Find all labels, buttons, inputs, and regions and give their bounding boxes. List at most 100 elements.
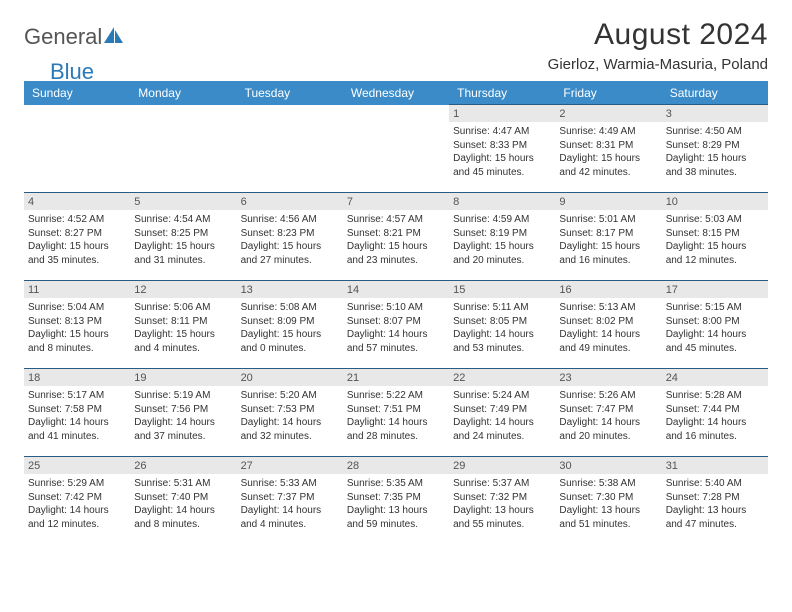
sunset-text: Sunset: 8:05 PM — [453, 315, 551, 329]
sunset-text: Sunset: 7:30 PM — [559, 491, 657, 505]
calendar-cell: 24Sunrise: 5:28 AMSunset: 7:44 PMDayligh… — [662, 369, 768, 457]
calendar-cell: 25Sunrise: 5:29 AMSunset: 7:42 PMDayligh… — [24, 457, 130, 545]
day-number: 7 — [343, 193, 449, 210]
sunrise-text: Sunrise: 4:52 AM — [28, 213, 126, 227]
day-number: 31 — [662, 457, 768, 474]
page-title: August 2024 — [548, 18, 768, 52]
day-number: 23 — [555, 369, 661, 386]
day2-text: and 32 minutes. — [241, 430, 339, 444]
day-number: 18 — [24, 369, 130, 386]
logo-text-blue: Blue — [50, 59, 94, 84]
calendar-cell: 15Sunrise: 5:11 AMSunset: 8:05 PMDayligh… — [449, 281, 555, 369]
day-number: 20 — [237, 369, 343, 386]
day-number: 22 — [449, 369, 555, 386]
sunset-text: Sunset: 7:37 PM — [241, 491, 339, 505]
logo-text-general: General — [24, 24, 102, 50]
calendar-cell: 18 Sunrise: 5:17 AMSunset: 7:58 PMDayligh… — [24, 369, 130, 457]
sunrise-text: Sunrise: 4:49 AM — [559, 125, 657, 139]
day-number: 11 — [24, 281, 130, 298]
day-of-week-header: Wednesday — [343, 81, 449, 105]
sunset-text: Sunset: 8:29 PM — [666, 139, 764, 153]
sunset-text: Sunset: 8:09 PM — [241, 315, 339, 329]
sunrise-text: Sunrise: 5:17 AM — [28, 389, 126, 403]
day-number: 24 — [662, 369, 768, 386]
day2-text: and 45 minutes. — [666, 342, 764, 356]
sunset-text: Sunset: 8:33 PM — [453, 139, 551, 153]
sunrise-text: Sunrise: 5:20 AM — [241, 389, 339, 403]
day2-text: and 53 minutes. — [453, 342, 551, 356]
day2-text: and 8 minutes. — [28, 342, 126, 356]
day-number: 26 — [130, 457, 236, 474]
calendar-cell: 9Sunrise: 5:01 AMSunset: 8:17 PMDaylight… — [555, 193, 661, 281]
day-number: 12 — [130, 281, 236, 298]
sunset-text: Sunset: 7:44 PM — [666, 403, 764, 417]
day1-text: Daylight: 15 hours — [28, 328, 126, 342]
calendar-cell: 19Sunrise: 5:19 AMSunset: 7:56 PMDayligh… — [130, 369, 236, 457]
sunset-text: Sunset: 7:40 PM — [134, 491, 232, 505]
day2-text: and 27 minutes. — [241, 254, 339, 268]
calendar-cell: 11 Sunrise: 5:04 AMSunset: 8:13 PMDayligh… — [24, 281, 130, 369]
day1-text: Daylight: 15 hours — [666, 240, 764, 254]
day1-text: Daylight: 14 hours — [28, 416, 126, 430]
day2-text: and 4 minutes. — [134, 342, 232, 356]
day1-text: Daylight: 15 hours — [453, 240, 551, 254]
day2-text: and 24 minutes. — [453, 430, 551, 444]
sunrise-text: Sunrise: 5:04 AM — [28, 301, 126, 315]
day-number: 30 — [555, 457, 661, 474]
calendar-week: 1Sunrise: 4:47 AMSunset: 8:33 PMDaylight… — [24, 105, 768, 193]
calendar-cell: 28Sunrise: 5:35 AMSunset: 7:35 PMDayligh… — [343, 457, 449, 545]
day2-text: and 55 minutes. — [453, 518, 551, 532]
day-number: 4 — [24, 193, 130, 210]
day2-text: and 8 minutes. — [134, 518, 232, 532]
day-of-week-header: Monday — [130, 81, 236, 105]
sunrise-text: Sunrise: 5:03 AM — [666, 213, 764, 227]
day2-text: and 16 minutes. — [666, 430, 764, 444]
day-number: 10 — [662, 193, 768, 210]
sunset-text: Sunset: 8:15 PM — [666, 227, 764, 241]
sunrise-text: Sunrise: 5:06 AM — [134, 301, 232, 315]
day2-text: and 28 minutes. — [347, 430, 445, 444]
calendar-cell: 8Sunrise: 4:59 AMSunset: 8:19 PMDaylight… — [449, 193, 555, 281]
calendar-cell: 27Sunrise: 5:33 AMSunset: 7:37 PMDayligh… — [237, 457, 343, 545]
sunrise-text: Sunrise: 5:24 AM — [453, 389, 551, 403]
sunrise-text: Sunrise: 4:50 AM — [666, 125, 764, 139]
sunrise-text: Sunrise: 5:31 AM — [134, 477, 232, 491]
day2-text: and 51 minutes. — [559, 518, 657, 532]
header: General August 2024 Gierloz, Warmia-Masu… — [24, 18, 768, 73]
calendar-cell: 12Sunrise: 5:06 AMSunset: 8:11 PMDayligh… — [130, 281, 236, 369]
day1-text: Daylight: 15 hours — [241, 240, 339, 254]
calendar-week: 4Sunrise: 4:52 AMSunset: 8:27 PMDaylight… — [24, 193, 768, 281]
sunset-text: Sunset: 8:13 PM — [28, 315, 126, 329]
calendar-cell — [130, 105, 236, 193]
day-number: 17 — [662, 281, 768, 298]
day-number: 16 — [555, 281, 661, 298]
sunrise-text: Sunrise: 5:37 AM — [453, 477, 551, 491]
day1-text: Daylight: 13 hours — [453, 504, 551, 518]
sunset-text: Sunset: 7:49 PM — [453, 403, 551, 417]
calendar-cell: 30Sunrise: 5:38 AMSunset: 7:30 PMDayligh… — [555, 457, 661, 545]
sunrise-text: Sunrise: 4:54 AM — [134, 213, 232, 227]
sunset-text: Sunset: 8:31 PM — [559, 139, 657, 153]
sunset-text: Sunset: 8:02 PM — [559, 315, 657, 329]
day1-text: Daylight: 15 hours — [453, 152, 551, 166]
day-number: 21 — [343, 369, 449, 386]
sunset-text: Sunset: 7:42 PM — [28, 491, 126, 505]
calendar-cell: 3Sunrise: 4:50 AMSunset: 8:29 PMDaylight… — [662, 105, 768, 193]
day1-text: Daylight: 14 hours — [559, 416, 657, 430]
day1-text: Daylight: 14 hours — [134, 504, 232, 518]
day1-text: Daylight: 14 hours — [28, 504, 126, 518]
day2-text: and 20 minutes. — [453, 254, 551, 268]
day2-text: and 12 minutes. — [666, 254, 764, 268]
sunrise-text: Sunrise: 5:40 AM — [666, 477, 764, 491]
day1-text: Daylight: 13 hours — [666, 504, 764, 518]
day2-text: and 38 minutes. — [666, 166, 764, 180]
sunset-text: Sunset: 7:53 PM — [241, 403, 339, 417]
day2-text: and 31 minutes. — [134, 254, 232, 268]
day-number: 15 — [449, 281, 555, 298]
sunrise-text: Sunrise: 5:26 AM — [559, 389, 657, 403]
sunset-text: Sunset: 7:58 PM — [28, 403, 126, 417]
sunset-text: Sunset: 7:28 PM — [666, 491, 764, 505]
day-number: 27 — [237, 457, 343, 474]
sunrise-text: Sunrise: 4:47 AM — [453, 125, 551, 139]
day1-text: Daylight: 15 hours — [241, 328, 339, 342]
